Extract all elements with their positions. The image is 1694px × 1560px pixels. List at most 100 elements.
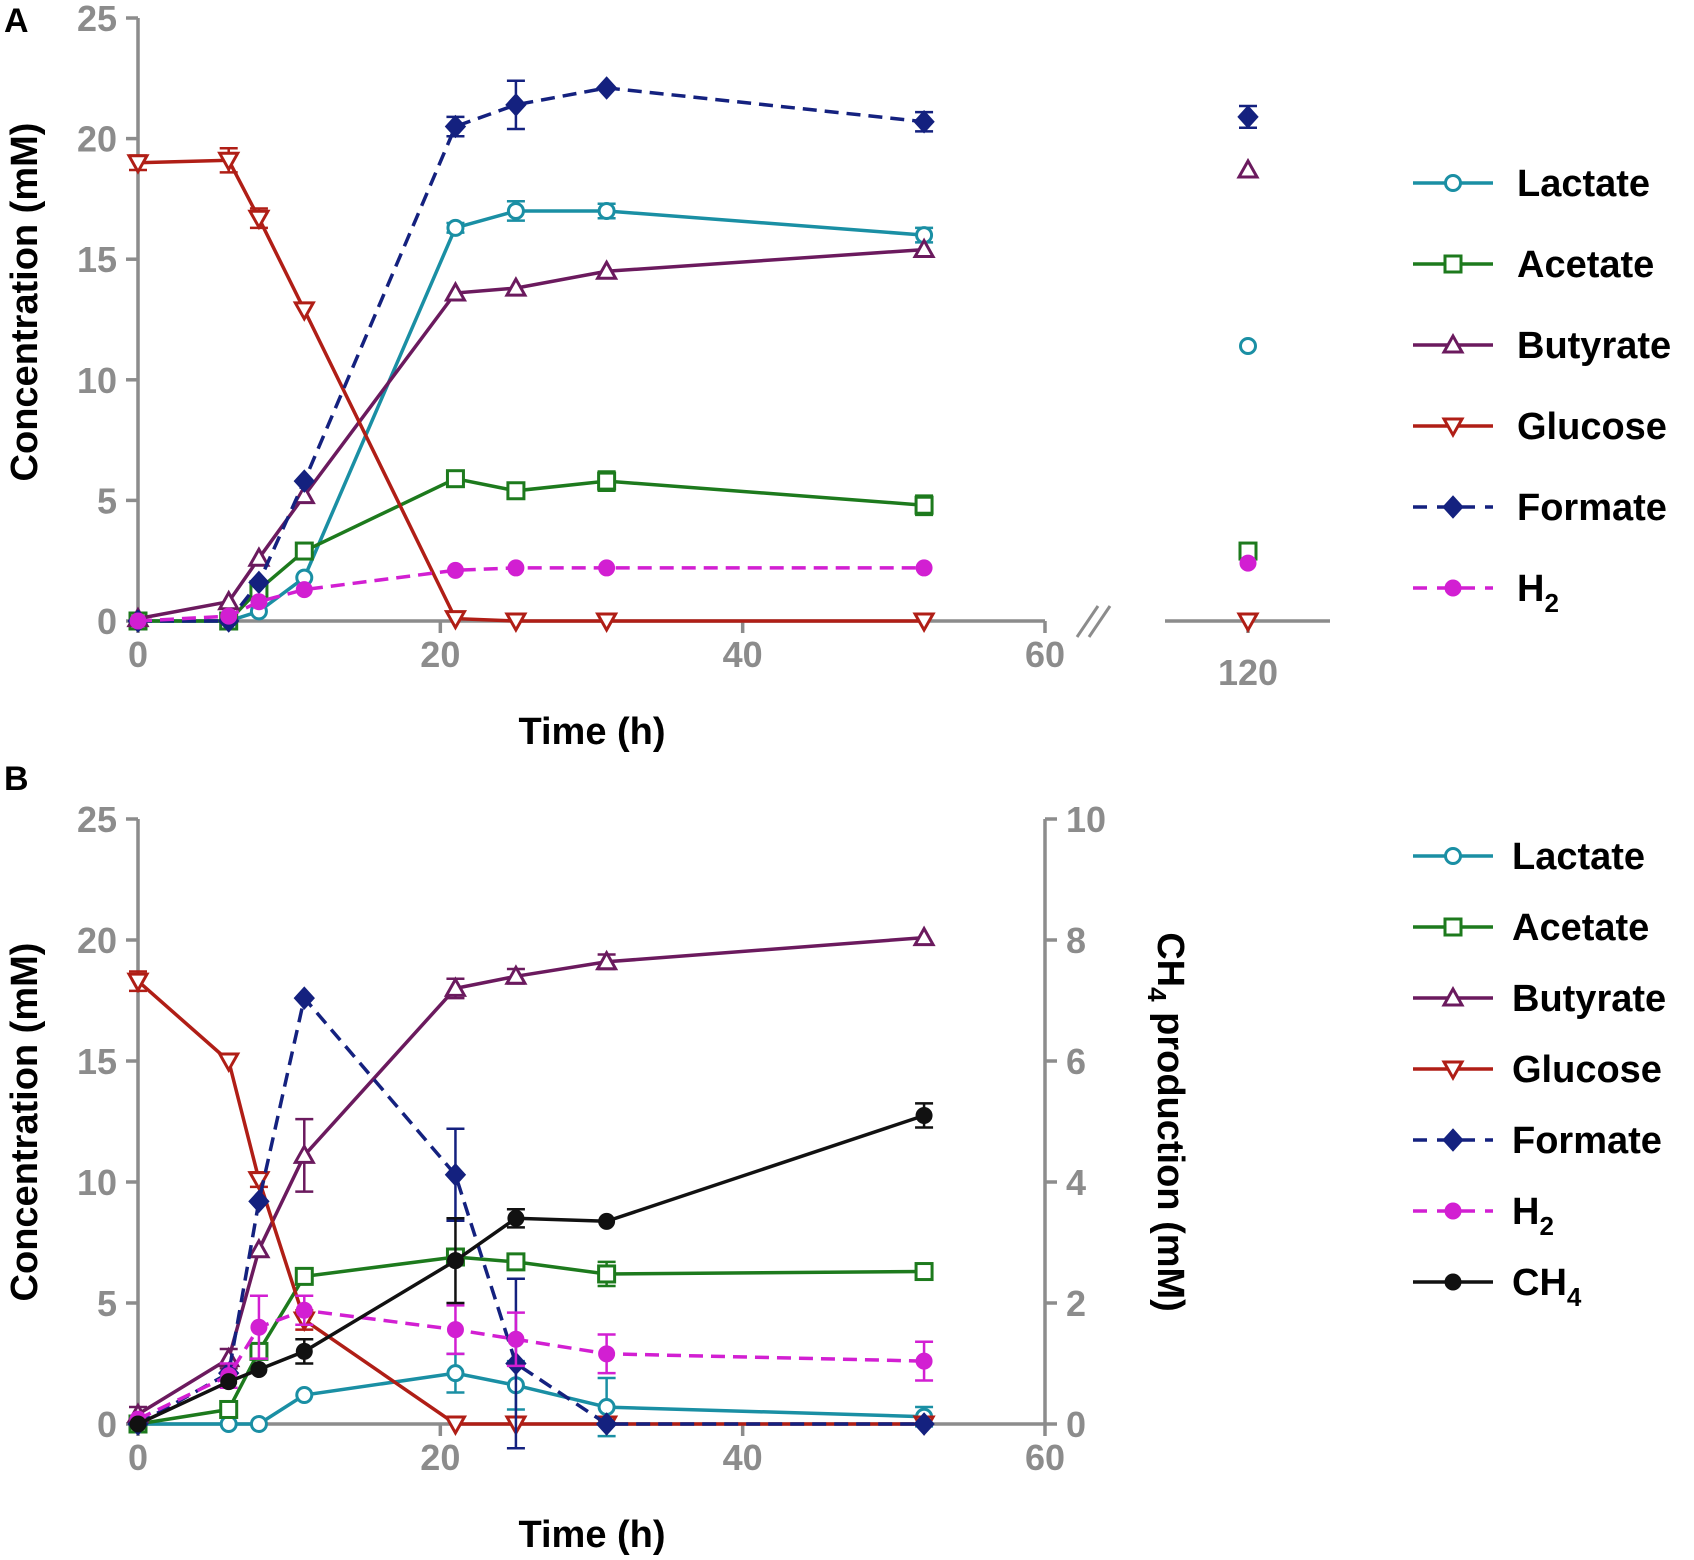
b-y2-tick-label: 8 — [1066, 920, 1086, 961]
data-point-butyrate — [443, 280, 468, 302]
data-point-butyrate-120h — [1236, 157, 1260, 179]
legend-marker — [1444, 174, 1462, 192]
data-point-h2 — [220, 607, 238, 625]
legend-item-formate: Formate — [1413, 1120, 1662, 1162]
data-point-glucose — [217, 1052, 241, 1074]
data-point-h2 — [915, 1352, 933, 1370]
axis-break-mark-2 — [1087, 605, 1112, 638]
axis-break-mark-1 — [1075, 605, 1100, 638]
legend-label: Formate — [1517, 487, 1667, 529]
series-butyrate — [126, 925, 936, 1423]
data-point-h2 — [250, 1318, 268, 1336]
legend-marker — [1443, 254, 1463, 274]
legend-marker — [1444, 579, 1462, 597]
legend-item-butyrate: Butyrate — [1413, 978, 1666, 1020]
a-y-tick-label: 15 — [77, 239, 117, 280]
data-point-formate — [444, 114, 467, 139]
data-point-formate — [293, 469, 315, 493]
legend-marker — [1442, 495, 1464, 519]
legend-label: Formate — [1512, 1120, 1662, 1162]
data-point-formate — [913, 109, 935, 134]
data-point-lactate — [597, 201, 616, 220]
series-line-butyrate — [137, 247, 925, 621]
data-point-butyrate — [443, 976, 468, 997]
broken-axis-tick-label: 120 — [1218, 652, 1278, 693]
b-y-tick-label: 5 — [97, 1283, 117, 1324]
panel-a-x-ticks: 0 20 40 60 120 — [128, 621, 1278, 693]
data-point-acetate — [597, 471, 617, 491]
legend-marker — [1444, 1202, 1462, 1220]
data-point-h2 — [250, 593, 268, 611]
legend-marker — [1441, 417, 1465, 439]
data-point-h2 — [598, 1345, 616, 1363]
legend-marker — [1443, 917, 1463, 937]
legend-label: Butyrate — [1512, 978, 1666, 1020]
data-point-glucose — [443, 610, 468, 631]
b-y2-tick-label: 4 — [1066, 1162, 1086, 1203]
panel-a: A 0 5 10 15 20 25 0 20 40 60 120 Time (h) Concent… — [4, 0, 1671, 753]
legend-marker — [1441, 1060, 1465, 1082]
data-point-ch4 — [250, 1361, 268, 1379]
a-y-tick-label: 20 — [77, 119, 117, 160]
legend-marker — [1441, 332, 1465, 354]
a-y-tick-label: 10 — [77, 360, 117, 401]
data-point-formate — [444, 1162, 467, 1187]
panel-b-plot-area — [126, 925, 936, 1450]
data-point-lactate — [249, 1415, 268, 1433]
data-point-acetate — [597, 1264, 617, 1284]
y2-title-tail: production (mM) — [1149, 1002, 1191, 1312]
data-point-lactate — [446, 1364, 465, 1383]
series-line-acetate — [137, 1255, 925, 1426]
data-point-ch4 — [598, 1212, 616, 1230]
series-h2 — [129, 1294, 934, 1428]
a-y-tick-label: 0 — [97, 601, 117, 642]
legend-label: Acetate — [1517, 244, 1654, 286]
legend-label: Glucose — [1512, 1049, 1662, 1091]
y2-title-ch: CH — [1149, 932, 1191, 987]
data-point-ch4 — [220, 1373, 238, 1391]
data-point-ch4 — [507, 1209, 525, 1227]
data-point-acetate — [914, 1262, 934, 1282]
data-point-butyrate — [292, 483, 316, 505]
b-y-tick-label: 10 — [77, 1162, 117, 1203]
data-point-glucose — [595, 612, 619, 634]
series-glucose — [126, 146, 1260, 634]
b-x-tick-label: 0 — [128, 1437, 148, 1478]
data-point-butyrate — [247, 1237, 271, 1259]
panel-a-y-ticks: 0 5 10 15 20 25 — [77, 0, 138, 642]
data-point-h2 — [446, 561, 464, 579]
panel-b: B 0 5 10 15 20 25 0 2 4 6 8 10 0 20 40 60 Time (h) Co… — [4, 760, 1666, 1556]
b-x-tick-label: 40 — [723, 1437, 763, 1478]
legend-item-h2: H2 — [1413, 568, 1559, 618]
data-point-butyrate — [247, 546, 271, 567]
panel-b-legend: Lactate Acetate Butyrate Glucose Formate H2 CH… — [1413, 836, 1666, 1312]
panel-a-plot-area — [126, 76, 1260, 634]
data-point-formate — [248, 1189, 270, 1214]
data-point-h2 — [295, 1301, 313, 1319]
panel-b-y-ticks: 0 5 10 15 20 25 — [77, 799, 138, 1445]
legend-item-butyrate: Butyrate — [1413, 325, 1671, 367]
a-x-tick-label: 0 — [128, 634, 148, 675]
panel-b-y2-ticks: 0 2 4 6 8 10 — [1045, 799, 1106, 1445]
data-point-lactate — [446, 218, 465, 237]
data-point-ch4 — [295, 1342, 313, 1360]
data-point-h2 — [598, 559, 616, 577]
data-point-formate — [595, 1412, 618, 1436]
legend-marker — [1441, 985, 1465, 1007]
panel-a-y-axis-title: Concentration (mM) — [4, 123, 46, 482]
panel-a-x-axis-title: Time (h) — [518, 711, 665, 753]
data-point-formate — [595, 76, 618, 100]
data-point-glucose — [292, 301, 316, 322]
data-point-butyrate — [595, 259, 619, 280]
data-point-butyrate — [912, 237, 936, 259]
legend-item-ch4: CH4 — [1413, 1262, 1582, 1312]
legend-item-glucose: Glucose — [1413, 406, 1667, 448]
b-y2-tick-label: 6 — [1066, 1041, 1086, 1082]
b-y-tick-label: 25 — [77, 799, 117, 840]
data-point-lactate — [295, 1385, 314, 1404]
legend-item-lactate: Lactate — [1413, 163, 1650, 205]
panel-a-letter: A — [4, 2, 29, 40]
data-point-acetate — [294, 541, 314, 561]
data-point-formate — [505, 93, 527, 117]
data-point-butyrate — [504, 964, 528, 985]
